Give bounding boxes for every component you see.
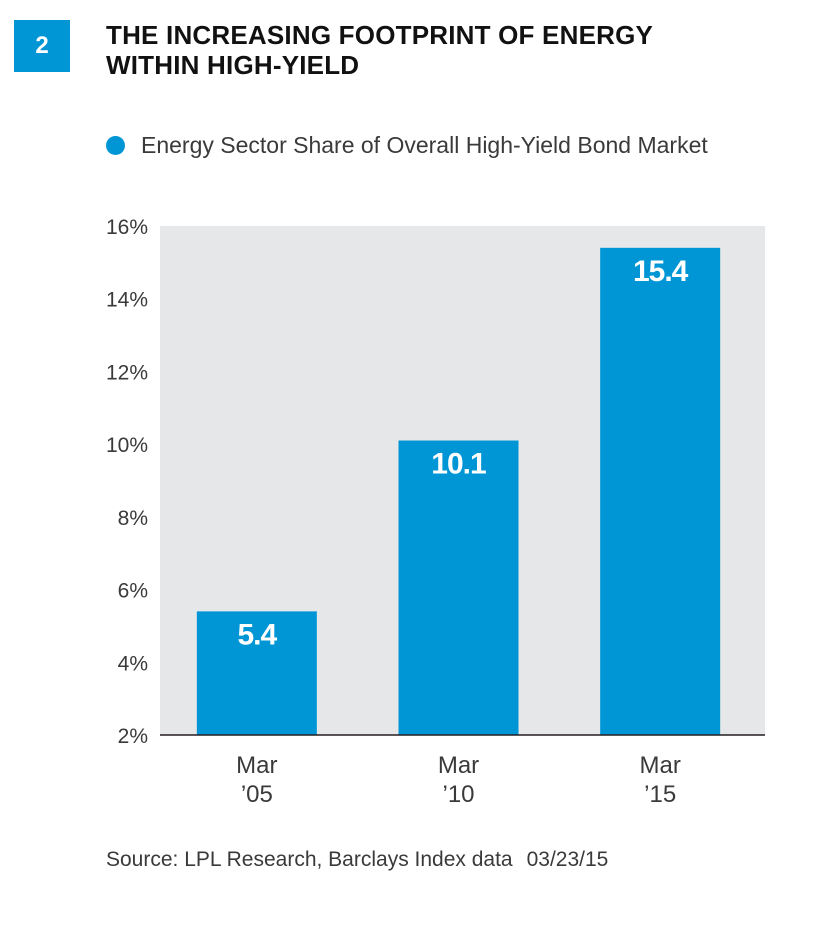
- y-tick-label: 8%: [118, 507, 148, 530]
- chart-title-line-2: WITHIN HIGH-YIELD: [106, 50, 360, 80]
- legend-marker: [106, 136, 125, 155]
- x-tick-label: Mar: [639, 752, 680, 779]
- x-tick-label: ’10: [442, 781, 474, 808]
- x-tick-label: ’15: [644, 781, 676, 808]
- y-tick-label: 14%: [106, 289, 148, 312]
- bar-chart: 2%4%6%8%10%12%14%16%5.4Mar’0510.1Mar’101…: [106, 216, 765, 808]
- data-label: 5.4: [237, 618, 277, 651]
- data-label: 10.1: [431, 448, 486, 481]
- chart-title-line-1: THE INCREASING FOOTPRINT OF ENERGY: [106, 20, 654, 50]
- y-tick-label: 10%: [106, 434, 148, 457]
- y-tick-label: 2%: [118, 725, 148, 748]
- bar: [600, 247, 721, 736]
- source-note: Source: LPL Research, Barclays Index dat…: [106, 848, 608, 872]
- y-tick-label: 6%: [118, 580, 148, 603]
- bar: [398, 440, 519, 735]
- x-tick-label: ’05: [241, 781, 273, 808]
- figure-number-badge: 2: [14, 20, 70, 72]
- source-date: 03/23/15: [526, 848, 609, 871]
- y-tick-label: 12%: [106, 361, 148, 384]
- legend-label: Energy Sector Share of Overall High-Yiel…: [141, 132, 708, 158]
- y-tick-label: 4%: [118, 652, 148, 675]
- y-tick-label: 16%: [106, 216, 148, 239]
- data-label: 15.4: [633, 255, 689, 288]
- source-text: Source: LPL Research, Barclays Index dat…: [106, 848, 513, 871]
- bar: [196, 611, 317, 735]
- x-tick-label: Mar: [438, 752, 479, 779]
- chart-legend: Energy Sector Share of Overall High-Yiel…: [106, 132, 708, 159]
- x-tick-label: Mar: [236, 752, 277, 779]
- chart-title: THE INCREASING FOOTPRINT OF ENERGY WITHI…: [106, 20, 653, 80]
